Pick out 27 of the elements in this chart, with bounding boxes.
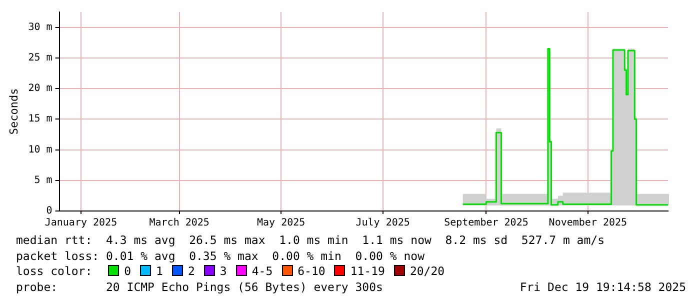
legend-label: 2	[188, 264, 195, 278]
y-tick-label: 0	[46, 206, 52, 217]
legend-label: 11-19	[350, 264, 385, 278]
y-tick-label: 25 m	[28, 52, 52, 64]
y-tick-label: 30 m	[28, 22, 52, 33]
x-tick-label: January 2025	[44, 218, 118, 229]
text: Fri Dec 19 19:14:58 2025	[520, 280, 686, 295]
y-tick-label: 20 m	[28, 83, 52, 94]
y-tick-label: 10 m	[28, 144, 52, 156]
legend-label: 6-10	[298, 264, 326, 278]
x-tick-label: March 2025	[149, 218, 210, 229]
legend-label: 0	[124, 264, 132, 278]
text: packet loss: 0.01 % avg 0.35 % max 0.00 % min 0.00 % now	[16, 248, 426, 264]
x-tick-label: May 2025	[257, 218, 306, 229]
legend-label: 20/20	[410, 264, 445, 278]
legend-label: 3	[220, 264, 227, 278]
y-tick-label: 15 m	[28, 114, 52, 125]
y-tick-label: 5 m	[34, 174, 52, 186]
y-axis-title: Seconds	[7, 88, 20, 135]
legend-title: loss color:	[16, 264, 94, 278]
x-tick-label: July 2025	[356, 218, 410, 229]
legend-label: 4-5	[252, 264, 273, 278]
text: probe: 20 ICMP Echo Pings (56 Bytes) every 300s	[16, 280, 383, 294]
x-tick-label: September 2025	[444, 218, 528, 229]
x-tick-label: November 2025	[548, 218, 628, 229]
legend-label: 1	[156, 264, 163, 278]
text: median rtt: 4.3 ms avg 26.5 ms max 1.0 ms min 1.1 ms now 8.2 ms sd 527.7 m am/s	[16, 233, 606, 248]
